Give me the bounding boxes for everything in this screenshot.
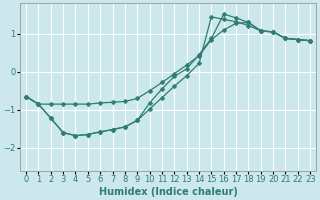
X-axis label: Humidex (Indice chaleur): Humidex (Indice chaleur) xyxy=(99,187,237,197)
